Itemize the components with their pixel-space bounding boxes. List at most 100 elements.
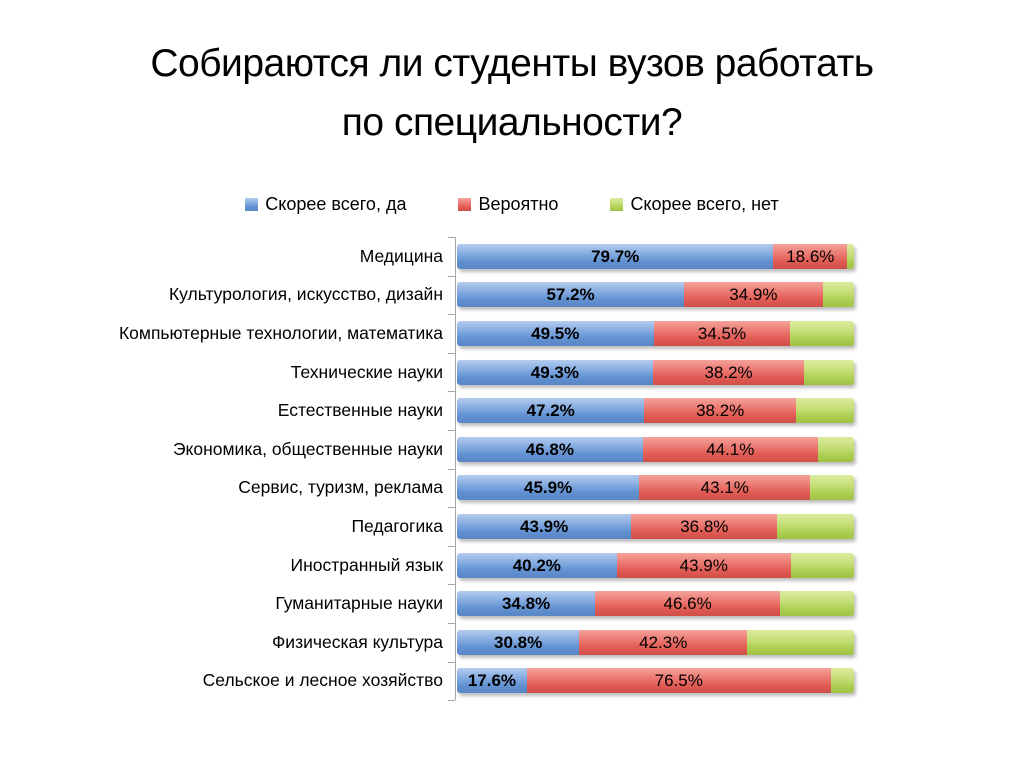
value-label-probably: 43.9% bbox=[679, 555, 728, 575]
chart-row: Технические науки 49.3% 38.2% bbox=[75, 353, 865, 392]
axis-tick bbox=[448, 275, 455, 277]
chart-row: Педагогика 43.9% 36.8% bbox=[75, 507, 865, 546]
bar-track: 40.2% 43.9% bbox=[457, 552, 854, 578]
chart-row: Компьютерные технологии, математика 49.5%… bbox=[75, 314, 865, 353]
bar-segment-yes: 46.8% bbox=[457, 436, 643, 462]
legend: Скорее всего, да Вероятно Скорее всего, не… bbox=[0, 194, 1024, 215]
value-label-probably: 44.1% bbox=[706, 439, 755, 459]
legend-label: Скорее всего, нет bbox=[630, 194, 779, 214]
axis-tick bbox=[448, 622, 455, 624]
axis-tick bbox=[448, 237, 455, 238]
bar-segment-yes: 57.2% bbox=[457, 282, 685, 308]
bar-segment-yes: 40.2% bbox=[457, 552, 617, 578]
bar-segment-yes: 43.9% bbox=[457, 513, 632, 539]
bar-segment-no bbox=[796, 398, 854, 424]
bar-segment-no bbox=[822, 282, 854, 308]
legend-item-no: Скорее всего, нет bbox=[610, 194, 779, 215]
bar-segment-probably: 46.6% bbox=[595, 591, 781, 617]
bar-track: 47.2% 38.2% bbox=[457, 398, 854, 424]
category-label: Естественные науки bbox=[277, 400, 443, 421]
bar-segment-probably: 43.1% bbox=[639, 475, 811, 501]
bar-segment-probably: 44.1% bbox=[642, 436, 818, 462]
bar-track: 43.9% 36.8% bbox=[457, 513, 854, 539]
value-label-yes: 30.8% bbox=[494, 632, 543, 652]
axis-tick bbox=[448, 352, 455, 354]
category-label: Культурология, искусство, дизайн bbox=[168, 284, 443, 305]
value-label-probably: 38.2% bbox=[696, 401, 745, 421]
chart-row: Естественные науки 47.2% 38.2% bbox=[75, 391, 865, 430]
category-label: Педагогика bbox=[351, 515, 443, 536]
value-label-yes: 49.3% bbox=[530, 362, 579, 382]
legend-item-yes: Скорее всего, да bbox=[245, 194, 406, 215]
bar-segment-yes: 79.7% bbox=[457, 243, 774, 269]
bar-segment-yes: 30.8% bbox=[457, 629, 580, 655]
value-label-probably: 18.6% bbox=[786, 246, 835, 266]
bar-track: 30.8% 42.3% bbox=[457, 629, 854, 655]
axis-tick bbox=[448, 429, 455, 431]
category-label: Компьютерные технологии, математика bbox=[118, 322, 443, 343]
bar-track: 57.2% 34.9% bbox=[457, 282, 854, 308]
value-label-probably: 76.5% bbox=[654, 671, 703, 691]
legend-swatch-yes bbox=[245, 198, 259, 211]
category-label: Экономика, общественные науки bbox=[172, 438, 443, 459]
bar-segment-probably: 42.3% bbox=[579, 629, 748, 655]
value-label-yes: 47.2% bbox=[526, 401, 575, 421]
legend-label: Вероятно bbox=[478, 194, 559, 214]
bar-segment-no bbox=[777, 513, 854, 539]
axis-tick bbox=[448, 584, 455, 586]
bar-segment-probably: 76.5% bbox=[526, 668, 831, 694]
legend-swatch-no bbox=[610, 198, 624, 211]
value-label-yes: 79.7% bbox=[591, 246, 640, 266]
category-label: Физическая культура bbox=[271, 631, 443, 652]
axis-tick bbox=[448, 661, 455, 663]
axis-tick bbox=[448, 391, 455, 393]
bar-segment-no bbox=[817, 436, 854, 462]
chart-row: Культурология, искусство, дизайн 57.2% 34.… bbox=[75, 276, 865, 315]
category-label: Сервис, туризм, реклама bbox=[238, 477, 443, 498]
bar-segment-no bbox=[747, 629, 854, 655]
chart-title-line1: Собираются ли студенты вузов работать bbox=[150, 42, 874, 85]
category-label: Медицина bbox=[359, 245, 443, 266]
value-label-yes: 49.5% bbox=[531, 323, 580, 343]
value-label-yes: 34.8% bbox=[501, 594, 551, 614]
chart-row: Экономика, общественные науки 46.8% 44.1% bbox=[75, 430, 865, 469]
bar-segment-probably: 18.6% bbox=[773, 243, 848, 269]
bar-segment-yes: 47.2% bbox=[457, 398, 645, 424]
bar-segment-probably: 34.9% bbox=[684, 282, 823, 308]
axis-tick bbox=[448, 468, 455, 470]
bar-track: 49.3% 38.2% bbox=[457, 359, 854, 385]
category-label: Иностранный язык bbox=[290, 554, 443, 575]
value-label-probably: 46.6% bbox=[663, 594, 712, 614]
chart-row: Иностранный язык 40.2% 43.9% bbox=[75, 546, 865, 585]
chart-row: Медицина 79.7% 18.6% bbox=[75, 237, 865, 276]
axis-tick bbox=[448, 314, 455, 316]
bar-segment-no bbox=[780, 591, 854, 617]
bar-track: 45.9% 43.1% bbox=[457, 475, 854, 501]
chart-row: Физическая культура 30.8% 42.3% bbox=[75, 623, 865, 662]
value-label-probably: 42.3% bbox=[639, 632, 688, 652]
value-label-yes: 17.6% bbox=[467, 671, 517, 691]
chart-title-line2: по специальности? bbox=[341, 101, 683, 144]
axis-tick bbox=[448, 545, 455, 547]
bar-segment-yes: 49.5% bbox=[457, 320, 654, 346]
value-label-probably: 34.5% bbox=[697, 323, 747, 343]
axis-tick bbox=[448, 700, 455, 702]
bar-segment-no bbox=[830, 668, 854, 694]
chart-row: Сельское и лесное хозяйство 17.6% 76.5% bbox=[75, 662, 865, 701]
bar-track: 17.6% 76.5% bbox=[457, 668, 854, 694]
bar-segment-yes: 17.6% bbox=[457, 668, 527, 694]
axis-tick bbox=[448, 507, 455, 509]
stacked-bar-chart: Медицина 79.7% 18.6% Культурология, искусст… bbox=[75, 237, 1024, 702]
bar-segment-no bbox=[810, 475, 854, 501]
bar-segment-no bbox=[790, 552, 854, 578]
value-label-probably: 34.9% bbox=[729, 285, 778, 305]
bar-segment-no bbox=[847, 243, 854, 269]
value-label-probably: 36.8% bbox=[680, 516, 729, 536]
legend-label: Скорее всего, да bbox=[265, 194, 407, 214]
value-label-yes: 46.8% bbox=[525, 439, 574, 459]
value-label-yes: 40.2% bbox=[512, 555, 561, 575]
chart-title: Собираются ли студенты вузов работать по… bbox=[0, 0, 1024, 152]
bar-track: 34.8% 46.6% bbox=[457, 591, 854, 617]
bar-segment-probably: 36.8% bbox=[631, 513, 778, 539]
